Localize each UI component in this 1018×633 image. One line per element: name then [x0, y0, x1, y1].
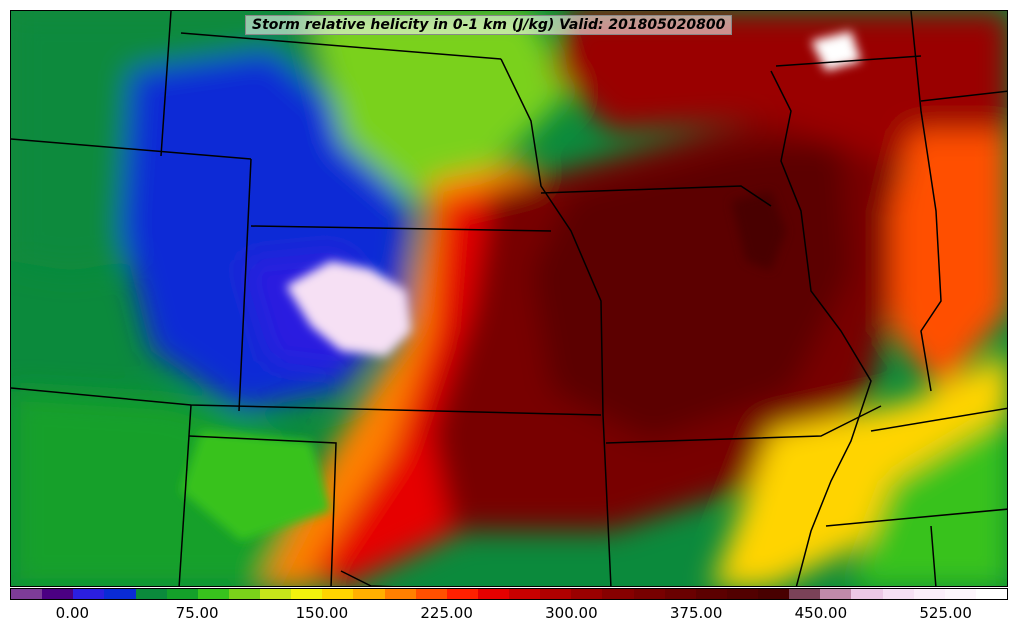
region-southeast-orange [711, 352, 1007, 586]
colorbar-segment [166, 589, 198, 599]
colorbar-tick-label: 0.00 [55, 604, 90, 622]
colorbar-segment [695, 589, 727, 599]
colorbar-tick-label: 150.00 [295, 604, 349, 622]
boundary-line [910, 11, 942, 392]
colorbar-tick-label: 300.00 [545, 604, 598, 622]
colorbar-tick-label: 75.00 [175, 604, 219, 622]
colorbar-segment [820, 589, 852, 599]
boundary-line [825, 508, 1007, 527]
colorbar-segment [726, 589, 758, 599]
state-boundaries [11, 11, 1007, 586]
boundary-line [238, 158, 252, 412]
colorbar-segment [260, 589, 292, 599]
colorbar-segment [415, 589, 447, 599]
colorbar-segment [42, 589, 74, 599]
colorbar-segment [913, 589, 945, 599]
colorbar-segment [851, 589, 883, 599]
colorbar-segment [882, 589, 914, 599]
colorbar-segment [477, 589, 509, 599]
colorbar-segment [633, 589, 665, 599]
colorbar-segment [758, 589, 790, 599]
boundary-line [250, 225, 552, 232]
region-high-white-west [286, 261, 411, 356]
region-high-pink-east [731, 191, 786, 271]
boundary-line [602, 414, 612, 586]
colorbar-segment [571, 589, 603, 599]
colorbar-segment [135, 589, 167, 599]
colorbar-segment [944, 589, 976, 599]
boundary-line [178, 404, 192, 586]
colorbar-segment [664, 589, 696, 599]
colorbar-segment [353, 589, 385, 599]
colorbar-segment [509, 589, 541, 599]
boundary-line [770, 70, 872, 586]
boundary-line [775, 55, 922, 67]
map-panel [10, 10, 1008, 587]
region-yellow-southwest [181, 431, 331, 541]
helicity-map [11, 11, 1007, 586]
boundary-line [605, 405, 882, 444]
boundary-line [540, 185, 772, 207]
colorbar-tick-label: 450.00 [794, 604, 848, 622]
colorbar-tick-label: 375.00 [669, 604, 723, 622]
boundary-line [920, 90, 1007, 102]
colorbar-segment [975, 589, 1007, 599]
boundary-line [930, 525, 937, 586]
boundary-line [180, 32, 502, 60]
region-north-green [311, 11, 571, 201]
colorbar-tick-label: 225.00 [420, 604, 473, 622]
region-southeast-green [851, 412, 1007, 586]
colorbar-segment [789, 589, 821, 599]
boundary-line [870, 407, 1007, 432]
colorbar-segment [384, 589, 416, 599]
boundary-line [500, 58, 604, 416]
boundary-line [160, 11, 172, 157]
colorbar [10, 588, 1008, 600]
region-southeast-red [891, 131, 1007, 391]
colorbar-segment [73, 589, 105, 599]
colorbar-segment [322, 589, 354, 599]
boundary-line [11, 138, 252, 160]
colorbar-segment [602, 589, 634, 599]
boundary-line [188, 435, 337, 586]
region-northeast-red [551, 11, 1007, 171]
colorbar-segment [104, 589, 136, 599]
colorbar-segment [228, 589, 260, 599]
colorbar-tick-label: 525.00 [919, 604, 972, 622]
colorbar-segment [11, 589, 43, 599]
map-title: Storm relative helicity in 0-1 km (J/kg)… [245, 15, 733, 35]
colorbar-segment [291, 589, 323, 599]
colorbar-segment [197, 589, 229, 599]
colorbar-segment [446, 589, 478, 599]
boundary-line [340, 570, 394, 586]
colorbar-segment [540, 589, 572, 599]
